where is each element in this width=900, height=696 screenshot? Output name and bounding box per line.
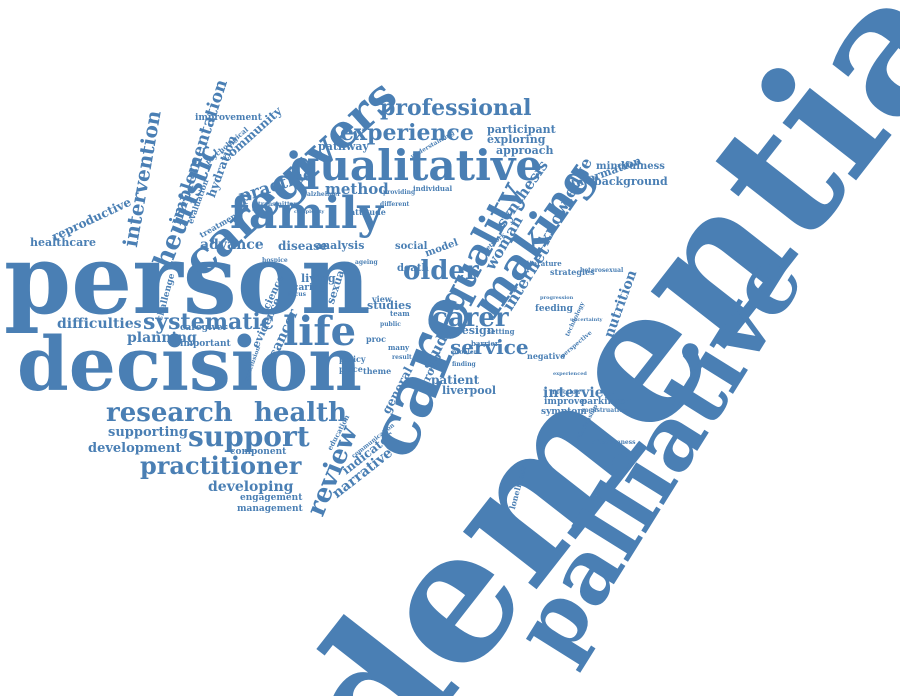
word-hospice: hospice <box>262 257 288 264</box>
word-approach: approach <box>496 144 554 157</box>
word-health: health <box>254 398 348 428</box>
word-decision: decision <box>17 322 362 408</box>
word-barrier: barrier <box>471 339 499 348</box>
word-life: life <box>283 308 357 355</box>
word-feeding: feeding <box>535 304 573 314</box>
word-developing: developing <box>208 479 294 495</box>
word-finding: finding <box>452 361 476 368</box>
word-research: research <box>106 398 233 428</box>
word-many: many <box>388 343 410 352</box>
word-team: team <box>390 309 410 318</box>
word-method: method <box>325 180 389 198</box>
word-component: component <box>230 447 287 457</box>
word-negative: negative <box>527 351 566 361</box>
word-symptom: symptom <box>541 407 587 417</box>
word-supporting: supporting <box>108 425 188 440</box>
word-caregiver: caregiver <box>180 323 228 333</box>
word-difficulties: difficulties <box>57 316 142 332</box>
word-development: development <box>88 441 182 456</box>
word-focus: focus <box>288 291 306 298</box>
word-analysis: analysis <box>315 239 365 252</box>
word-problem: problem <box>452 349 480 356</box>
word-systematic: systematic <box>143 309 275 335</box>
word-progression: progression <box>540 295 574 301</box>
word-advance: advance <box>200 237 264 253</box>
word-theme: theme <box>363 366 392 376</box>
word-disease: disease <box>278 239 328 253</box>
word-death: death <box>397 263 429 274</box>
word-liverpool: liverpool <box>442 384 497 397</box>
word-carer: carer <box>432 303 509 333</box>
word-service: service <box>450 335 529 359</box>
word-transmitter: transmitter <box>258 201 297 208</box>
word-menstruation: menstruation <box>582 407 628 414</box>
word-patient: patient <box>431 373 480 387</box>
word-family: family <box>230 188 383 239</box>
word-background: background <box>594 175 668 188</box>
word-living: living <box>301 272 336 285</box>
word-experience: experience <box>340 120 474 146</box>
word-engagement: engagement <box>240 493 303 503</box>
word-proc: proc <box>366 334 387 344</box>
word-strategies: strategies <box>550 267 595 277</box>
word-effectiveness: effectiveness <box>592 439 636 446</box>
word-exploring: exploring <box>487 133 546 146</box>
word-infection: infection <box>550 389 581 396</box>
word-literature: literature <box>524 259 562 268</box>
word-important: important <box>180 339 231 349</box>
word-studies: studies <box>367 299 412 312</box>
word-practitioner: practitioner <box>140 451 302 480</box>
word-experienced: experienced <box>553 371 587 377</box>
word-result: result <box>392 354 412 361</box>
word-providing: providing <box>383 189 416 196</box>
word-mindfulness: mindfulness <box>596 161 665 172</box>
word-healthcare: healthcare <box>30 236 96 249</box>
word-support: support <box>188 420 310 453</box>
word-different: different <box>380 201 410 208</box>
word-policy: policy <box>339 354 366 364</box>
word-participant: participant <box>487 123 556 136</box>
word-caring: caring <box>293 283 326 293</box>
word-design: design <box>454 324 495 337</box>
word-older: older <box>403 256 479 286</box>
word-complexity: complexity <box>294 209 325 215</box>
word-improve: improve <box>544 397 585 407</box>
word-parkinson: parkinson <box>581 397 632 407</box>
word-pathway: pathway <box>318 140 369 153</box>
word-view: view <box>372 294 392 304</box>
word-interview: interview <box>543 385 616 401</box>
word-place: place <box>339 364 363 374</box>
word-planning: planning <box>127 330 197 346</box>
word-person: person <box>4 223 371 336</box>
word-management: management <box>237 504 303 514</box>
word-alzheimer: alzheimer <box>307 191 341 198</box>
word-setting: setting <box>487 327 515 336</box>
word-social: social <box>395 241 428 252</box>
word-attitude: attitude <box>350 207 386 217</box>
word-ageing: ageing <box>355 259 378 266</box>
word-qualitative: qualitative <box>290 141 543 190</box>
word-improvement: improvement <box>195 113 262 123</box>
word-professional: professional <box>380 95 532 121</box>
word-individual: individual <box>413 184 453 193</box>
word-heterosexual: heterosexual <box>580 267 624 274</box>
word-uncertainty: uncertainty <box>570 317 603 323</box>
word-public: public <box>380 321 401 328</box>
